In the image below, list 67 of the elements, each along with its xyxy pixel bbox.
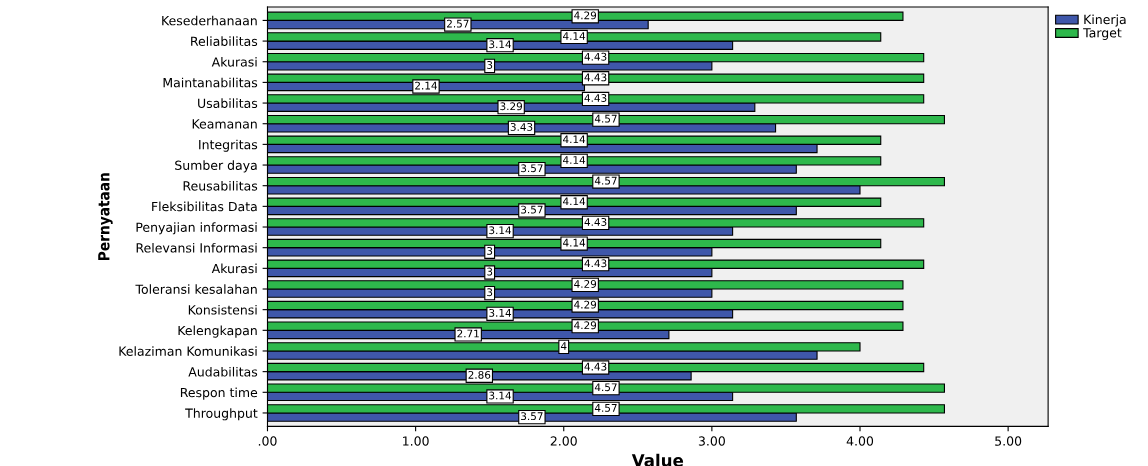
x-tick-label: .00 [258,436,277,446]
data-label: 3.14 [489,226,512,235]
y-tick-label: Usabilitas [198,98,258,108]
data-label: 3.14 [489,40,512,49]
data-label: 4.14 [563,32,586,40]
data-label: 4.14 [563,156,586,164]
y-tick-label: Integritas [199,139,258,152]
data-label: 4.14 [563,238,586,247]
data-label: 4.29 [574,280,597,288]
data-label: 3 [487,288,493,297]
data-label: 3.57 [521,412,543,421]
data-label: 3.29 [500,102,523,111]
x-tick-label: 5.00 [995,436,1022,446]
y-axis-title: Pernyataan [98,173,113,260]
data-label: 3 [487,267,493,276]
x-tick-label: 3.00 [698,436,725,446]
y-tick-label: Kelaziman Komunikasi [119,346,257,356]
legend-label: Target [1083,28,1122,40]
data-label: 3.14 [489,391,512,400]
data-label: 4.57 [594,176,617,185]
data-label: 3 [487,246,493,255]
y-tick-label: Reliabilitas [191,36,258,47]
x-axis-title: Value [631,453,684,466]
data-label: 2.57 [447,19,469,28]
x-tick-label: 4.00 [846,436,874,446]
y-tick-label: Kelengkapan [178,325,257,338]
data-label: 4.14 [563,135,586,144]
data-label: 3.57 [521,164,543,173]
data-label: 2.14 [415,81,437,90]
y-tick-label: Keamanan [192,119,257,129]
y-tick-label: Toleransi kesalahan [135,284,257,294]
y-tick-label: Respon time [180,387,258,400]
y-tick-label: Reusabilitas [183,180,258,191]
data-label: 4.43 [584,259,607,268]
y-tick-label: Throughput [185,408,258,421]
y-tick-label: Maintanabilitas [163,77,258,88]
data-label: 3.57 [521,205,543,214]
data-label: 4.43 [584,218,607,226]
data-label: 4.43 [584,73,607,82]
data-label: 2.71 [457,329,479,338]
y-tick-label: Kesederhanaan [162,15,257,26]
data-label: 4.14 [563,197,586,206]
y-tick-label: Konsistensi [188,304,257,315]
y-tick-label: Akurasi [211,263,257,274]
y-tick-label: Sumber daya [175,160,257,173]
x-tick-label: 2.00 [550,436,577,446]
y-tick-label: Akurasi [211,56,257,67]
data-label: 4.43 [584,52,607,61]
data-label: 4.43 [584,94,607,102]
data-label: 4.57 [594,114,617,123]
legend-label: Kinerja [1084,14,1126,27]
data-label: 4 [560,342,567,350]
data-label: 3.14 [489,308,512,317]
data-label: 4.29 [574,321,597,330]
data-label: 4.43 [584,362,607,371]
data-label: 4.29 [574,11,597,20]
y-tick-label: Fleksibilitas Data [152,201,257,212]
y-tick-label: Audabilitas [188,366,258,377]
x-tick-label: 1.00 [403,436,429,446]
data-label: 3.43 [510,122,533,131]
y-tick-label: Penyajian informasi [136,222,257,235]
data-label: 2.86 [468,370,491,379]
data-label: 3 [487,61,493,69]
data-label: 4.57 [594,404,617,412]
data-label: 4.57 [594,383,617,392]
data-label: 4.29 [574,300,597,309]
y-tick-label: Relevansi Informasi [136,242,257,253]
